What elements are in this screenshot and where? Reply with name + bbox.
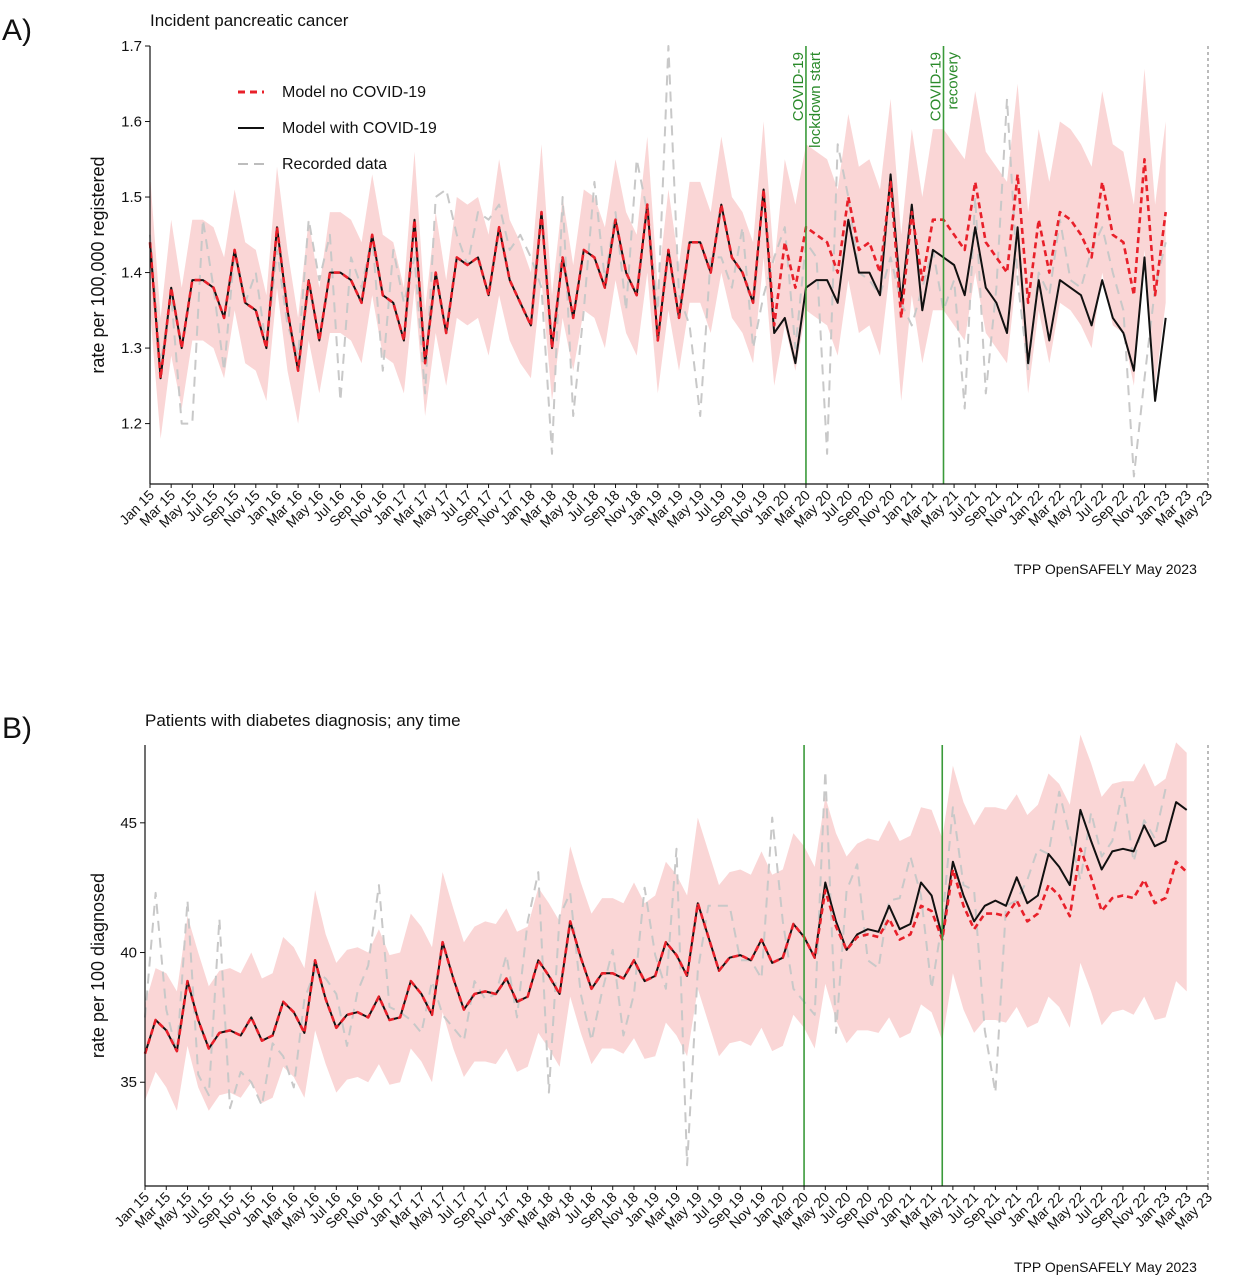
y-axis-label: rate per 100 diagnosed xyxy=(88,873,108,1058)
y-tick-label: 1.2 xyxy=(121,416,142,433)
source-caption-a: TPP OpenSAFELY May 2023 xyxy=(1014,561,1197,577)
panel-a-label: A) xyxy=(2,14,32,47)
chart-panel-b: Patients with diabetes diagnosis; any ti… xyxy=(88,711,1215,1233)
y-tick-label: 45 xyxy=(120,815,137,832)
chart-title: Incident pancreatic cancer xyxy=(150,11,349,30)
legend-label: Model with COVID-19 xyxy=(282,120,437,137)
y-axis-label: rate per 100,000 registered xyxy=(88,156,108,373)
confidence-band xyxy=(145,734,1187,1111)
y-tick-label: 1.3 xyxy=(121,340,142,357)
y-tick-label: 1.6 xyxy=(121,114,142,131)
legend-label: Model no COVID-19 xyxy=(282,84,426,101)
panel-b-label: B) xyxy=(2,712,32,745)
series-line-recorded-data xyxy=(144,769,1167,1167)
y-tick-label: 40 xyxy=(120,945,137,962)
legend-label: Recorded data xyxy=(282,156,387,173)
event-label: COVID-19 xyxy=(928,52,945,121)
series-line-recorded-data xyxy=(149,45,1167,478)
series-line-model-no-covid-19 xyxy=(143,847,1188,1055)
event-label: lockdown start xyxy=(807,51,824,148)
chart-title: Patients with diabetes diagnosis; any ti… xyxy=(145,711,461,730)
y-tick-label: 1.5 xyxy=(121,189,142,206)
series-line-model-no-covid-19 xyxy=(148,158,1167,380)
y-tick-label: 1.7 xyxy=(121,38,142,55)
source-caption-b: TPP OpenSAFELY May 2023 xyxy=(1014,1259,1197,1275)
y-tick-label: 1.4 xyxy=(121,265,142,282)
event-label: recovery xyxy=(945,52,962,110)
y-tick-label: 35 xyxy=(120,1074,137,1091)
event-label: COVID-19 xyxy=(790,52,807,121)
confidence-band xyxy=(150,68,1166,439)
